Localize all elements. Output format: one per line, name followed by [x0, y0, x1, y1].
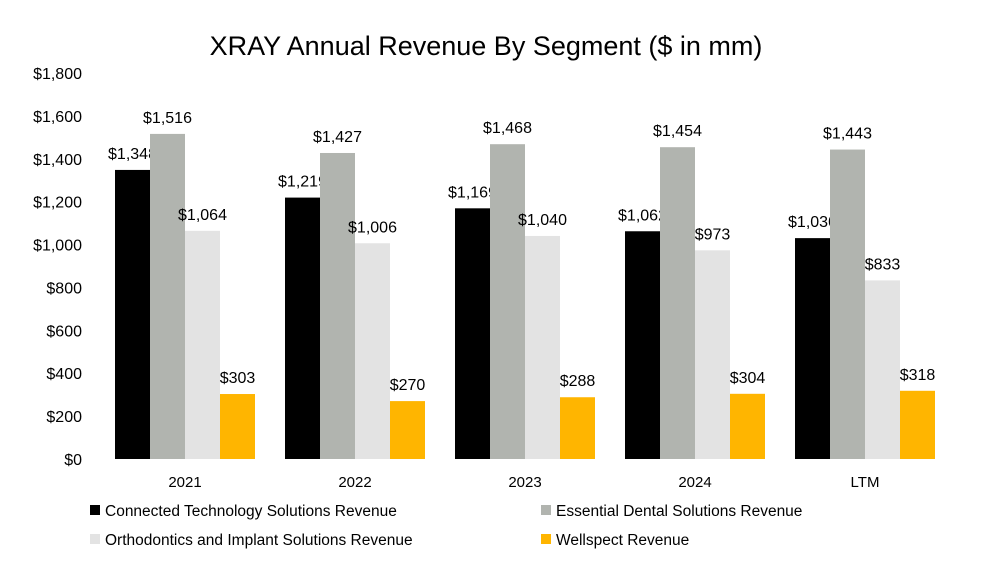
- x-tick-label: 2024: [678, 474, 711, 491]
- bar: [320, 152, 355, 459]
- bar: [900, 390, 935, 459]
- chart-title: XRAY Annual Revenue By Segment ($ in mm): [210, 31, 763, 61]
- data-label: $1,516: [143, 110, 192, 127]
- x-tick-label: 2022: [338, 474, 371, 491]
- data-label: $304: [730, 370, 766, 387]
- bar: [390, 401, 425, 459]
- bar: [185, 230, 220, 459]
- legend-swatch: [90, 505, 100, 515]
- bar: [625, 231, 660, 459]
- bar: [560, 397, 595, 459]
- data-label: $1,030: [788, 214, 837, 231]
- y-tick-label: $1,800: [33, 66, 82, 83]
- bar: [660, 147, 695, 459]
- data-label: $318: [900, 367, 936, 384]
- y-tick-label: $1,600: [33, 109, 82, 126]
- legend-label: Wellspect Revenue: [556, 532, 689, 549]
- data-label: $833: [865, 256, 901, 273]
- data-label: $1,062: [618, 207, 667, 224]
- bar: [455, 208, 490, 459]
- x-axis: 2021 2022 2023 2024 LTM: [168, 474, 879, 491]
- legend-swatch: [541, 534, 551, 544]
- y-tick-label: $200: [46, 409, 82, 426]
- legend-label: Essential Dental Solutions Revenue: [556, 503, 802, 520]
- bar: [285, 197, 320, 459]
- data-label: $1,006: [348, 219, 397, 236]
- data-label: $1,427: [313, 129, 362, 146]
- y-tick-label: $800: [46, 280, 82, 297]
- bar: [525, 235, 560, 459]
- y-tick-label: $1,000: [33, 238, 82, 255]
- legend: Connected Technology Solutions Revenue Es…: [90, 503, 802, 549]
- bar: [355, 243, 390, 459]
- data-label: $270: [390, 377, 426, 394]
- data-label: $1,169: [448, 184, 497, 201]
- y-tick-label: $400: [46, 366, 82, 383]
- data-label: $1,468: [483, 120, 532, 137]
- legend-label: Orthodontics and Implant Solutions Reven…: [105, 532, 413, 549]
- y-axis: $0 $200 $400 $600 $800 $1,000 $1,200 $1,400 $1,6…: [33, 66, 82, 469]
- bar: [695, 250, 730, 459]
- y-tick-label: $0: [64, 452, 82, 469]
- bar: [795, 238, 830, 459]
- bar: [730, 393, 765, 459]
- data-label: $1,348: [108, 146, 157, 163]
- data-label: $1,443: [823, 126, 872, 143]
- y-tick-label: $1,200: [33, 195, 82, 212]
- legend-swatch: [90, 534, 100, 544]
- data-label: $303: [220, 370, 256, 387]
- data-label: $1,219: [278, 174, 327, 191]
- y-tick-label: $600: [46, 323, 82, 340]
- data-label: $1,454: [653, 123, 702, 140]
- data-label: $1,064: [178, 207, 227, 224]
- x-tick-label: LTM: [851, 474, 880, 491]
- bar: [115, 169, 150, 459]
- bar: [490, 144, 525, 459]
- x-tick-label: 2021: [168, 474, 201, 491]
- bar: [220, 394, 255, 459]
- bars: $1,348 $1,516 $1,064 $303 $1,219 $1,427 $1,006…: [108, 110, 935, 459]
- data-label: $973: [695, 226, 731, 243]
- y-tick-label: $1,400: [33, 152, 82, 169]
- legend-label: Connected Technology Solutions Revenue: [105, 503, 397, 520]
- legend-swatch: [541, 505, 551, 515]
- bar: [150, 133, 185, 459]
- data-label: $1,040: [518, 212, 567, 229]
- bar: [865, 280, 900, 459]
- x-tick-label: 2023: [508, 474, 541, 491]
- bar: [830, 149, 865, 459]
- data-label: $288: [560, 373, 596, 390]
